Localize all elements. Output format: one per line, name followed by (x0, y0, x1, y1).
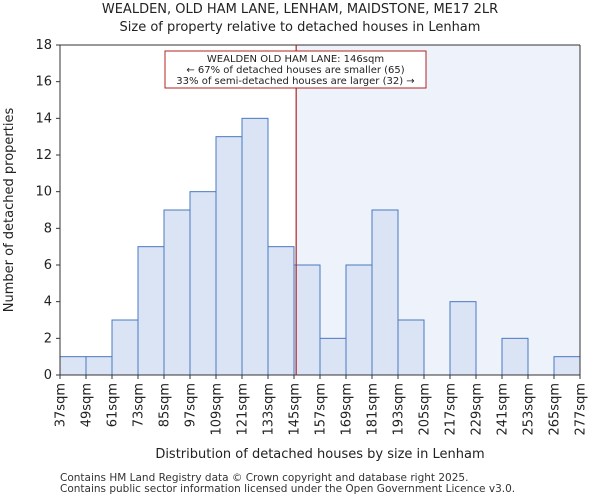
x-tick-label: 193sqm (392, 383, 407, 436)
histogram-bar (501, 337, 529, 376)
histogram-bar (59, 356, 87, 376)
chart-title-line2: Size of property relative to detached ho… (119, 20, 481, 35)
x-tick-label: 253sqm (522, 383, 537, 436)
histogram-bar (345, 264, 373, 376)
x-tick-label: 241sqm (496, 383, 511, 436)
x-tick-label: 181sqm (366, 383, 381, 436)
x-tick-label: 49sqm (80, 383, 95, 427)
y-tick-label: 16 (35, 75, 52, 90)
histogram-bar (397, 319, 425, 376)
x-tick-label: 109sqm (210, 383, 225, 436)
histogram-bar (163, 209, 191, 376)
y-tick-label: 12 (35, 148, 52, 163)
histogram-bar (85, 356, 113, 376)
y-tick-label: 10 (35, 185, 52, 200)
y-tick-label: 4 (44, 295, 52, 310)
histogram-bar (267, 246, 295, 376)
y-tick-label: 8 (44, 221, 52, 236)
y-tick-label: 2 (44, 331, 52, 346)
x-tick-label: 169sqm (340, 383, 355, 436)
y-tick-label: 18 (35, 38, 52, 53)
x-tick-label: 97sqm (184, 383, 199, 427)
larger-region-shade (296, 45, 580, 375)
histogram-bar (241, 117, 269, 376)
y-tick-label: 0 (44, 368, 52, 383)
y-axis-title: Number of detached properties (2, 108, 17, 313)
y-tick-label: 6 (44, 258, 52, 273)
histogram-bar (111, 319, 139, 376)
histogram-bar (137, 246, 165, 376)
x-tick-label: 217sqm (444, 383, 459, 436)
annotation-box (164, 50, 427, 89)
histogram-bar (449, 301, 477, 376)
annotation-line1: WEALDEN OLD HAM LANE: 146sqm (207, 54, 384, 65)
x-tick-label: 61sqm (106, 383, 121, 427)
x-tick-label: 157sqm (314, 383, 329, 436)
x-tick-label: 133sqm (262, 383, 277, 436)
histogram-bar (553, 356, 581, 376)
x-tick-label: 73sqm (132, 383, 147, 427)
histogram-bar (189, 191, 217, 376)
annotation-line2: ← 67% of detached houses are smaller (65… (186, 65, 404, 76)
x-tick-label: 145sqm (288, 383, 303, 436)
histogram-bar (371, 209, 399, 376)
annotation-line3: 33% of semi-detached houses are larger (… (176, 76, 414, 87)
y-tick-label: 14 (35, 111, 52, 126)
x-tick-label: 277sqm (574, 383, 589, 436)
x-tick-label: 37sqm (54, 383, 69, 427)
x-tick-label: 265sqm (548, 383, 563, 436)
chart-title-line1: WEALDEN, OLD HAM LANE, LENHAM, MAIDSTONE… (101, 2, 499, 17)
x-tick-label: 229sqm (470, 383, 485, 436)
histogram-bar (319, 337, 347, 376)
histogram-bar (215, 136, 243, 376)
footer-line1: Contains HM Land Registry data © Crown c… (60, 472, 469, 484)
x-tick-label: 121sqm (236, 383, 251, 436)
footer-line2: Contains public sector information licen… (60, 483, 516, 495)
histogram-bar (293, 264, 321, 376)
x-axis-title: Distribution of detached houses by size … (155, 447, 484, 462)
x-tick-label: 85sqm (158, 383, 173, 427)
x-tick-label: 205sqm (418, 383, 433, 436)
